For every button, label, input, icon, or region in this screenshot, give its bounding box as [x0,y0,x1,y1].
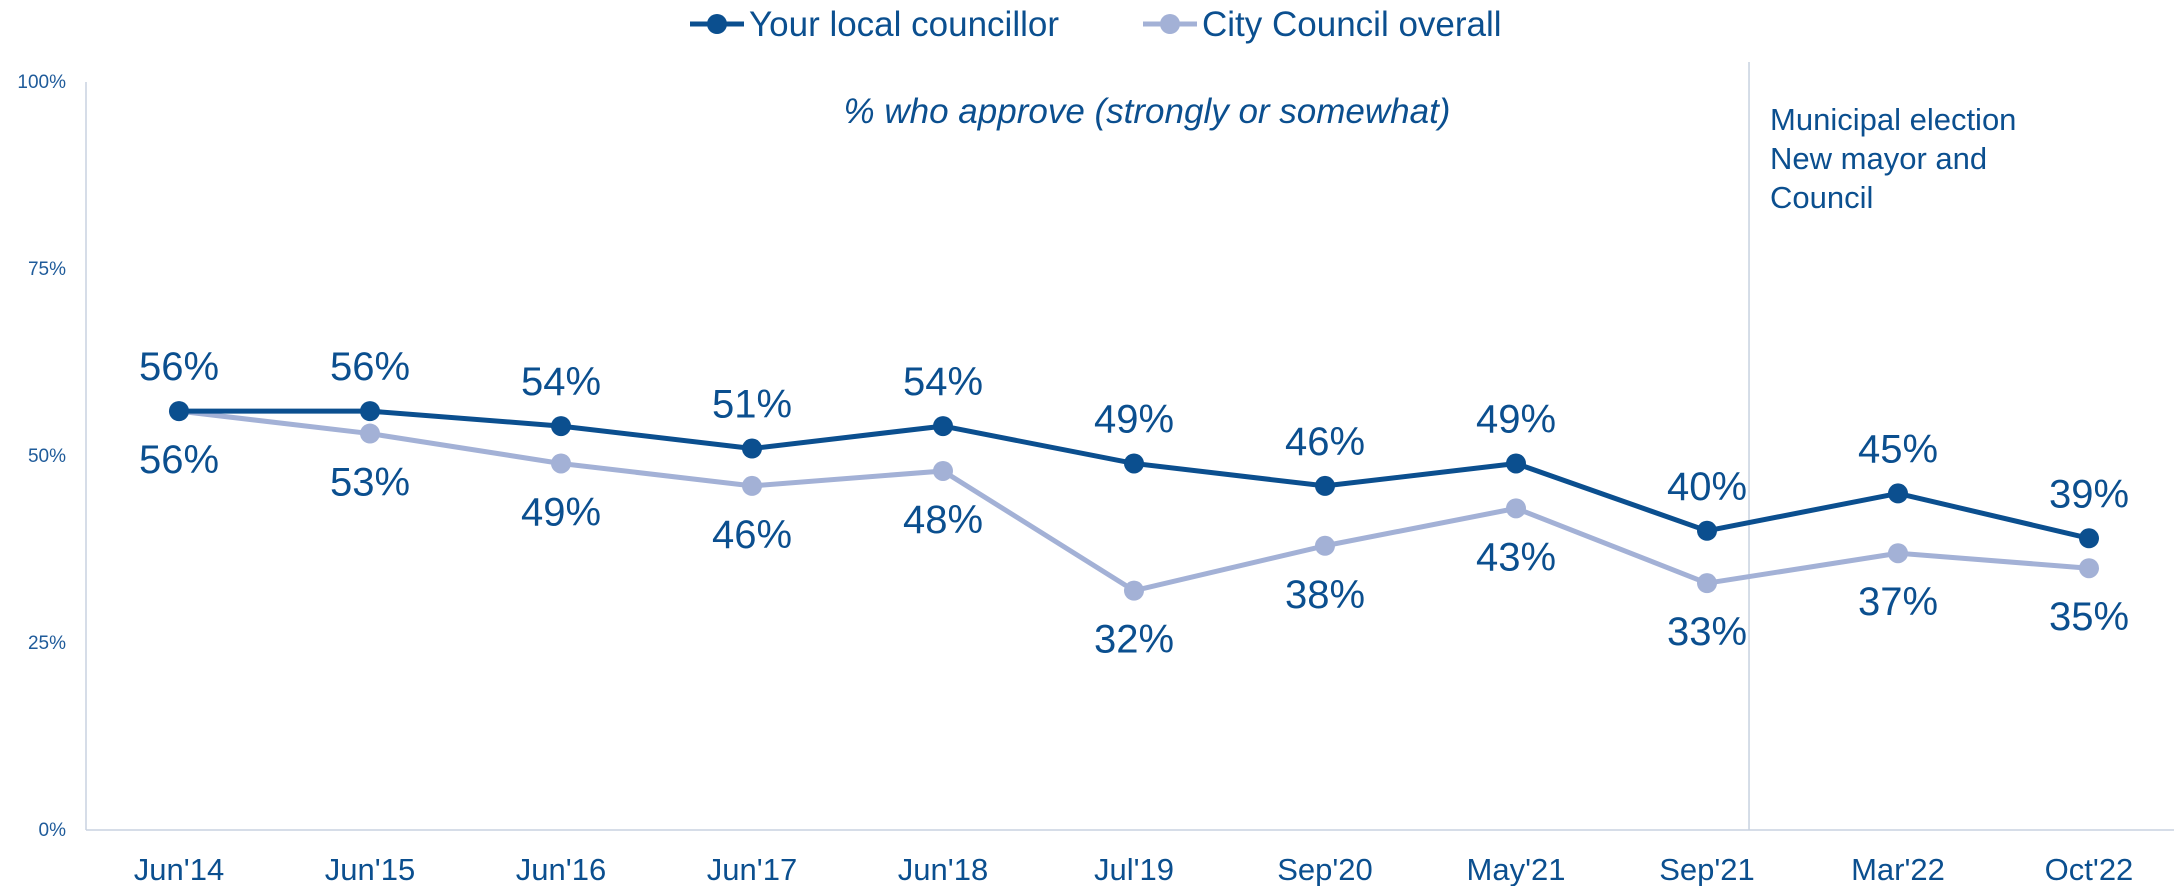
data-point [933,416,953,437]
y-tick-label: 100% [17,72,66,93]
legend-marker [707,14,727,34]
legend-item: City Council overall [1143,5,1502,44]
data-label: 56% [139,345,219,389]
data-point [1697,573,1717,594]
election-annotation: Municipal election New mayor and Council [1748,62,2016,830]
data-label: 56% [330,345,410,389]
data-point [1506,453,1526,474]
annotation-text: Municipal election [1770,102,2016,137]
data-label: 46% [712,513,792,557]
data-label: 48% [903,498,983,542]
data-label: 51% [712,383,792,427]
data-label: 43% [1476,535,1556,579]
x-tick-label: Sep'21 [1659,852,1755,886]
data-point [2079,528,2099,549]
data-label: 32% [1094,618,1174,662]
data-point [1124,453,1144,474]
legend-marker [1160,14,1180,34]
x-tick-label: May'21 [1467,852,1566,886]
axes: 0% 25% 50% 75% 100% Jun'14 Jun'15 Jun'16 Jun'17 J… [17,72,2174,886]
data-point [742,475,762,496]
data-label: 35% [2049,595,2129,639]
x-tick-label: Oct'22 [2045,852,2134,886]
data-label: 49% [1094,397,1174,441]
x-tick-label: Jun'15 [325,852,415,886]
data-point [1697,520,1717,541]
data-label: 37% [1858,580,1938,624]
data-point [360,423,380,444]
x-tick-label: Jul'19 [1094,852,1174,886]
data-label: 45% [1858,427,1938,471]
data-label: 49% [521,490,601,534]
data-point [1888,543,1908,564]
data-label: 33% [1667,610,1747,654]
data-point [169,401,189,422]
annotation-text: New mayor and [1770,141,1987,176]
y-tick-label: 25% [28,633,66,654]
y-tick-label: 0% [39,820,67,841]
data-point [1124,580,1144,601]
x-tick-label: Jun'17 [707,852,797,886]
data-labels: 56% 56% 54% 51% 54% 49% 46% 49% 40% 45% 39% 56% 53% 4… [139,345,2129,662]
data-label: 53% [330,461,410,505]
data-label: 39% [2049,472,2129,516]
data-point [360,401,380,422]
data-label: 54% [903,360,983,404]
legend: Your local councillor City Council overal… [690,5,1502,44]
data-point [1888,483,1908,504]
data-point [933,460,953,481]
legend-label: City Council overall [1202,5,1502,44]
data-label: 40% [1667,465,1747,509]
data-point [2079,558,2099,579]
data-point [1315,535,1335,556]
data-label: 46% [1285,420,1365,464]
series-layer [169,401,2099,601]
x-tick-label: Jun'14 [134,852,224,886]
data-label: 56% [139,438,219,482]
data-point [1315,475,1335,496]
x-tick-label: Mar'22 [1851,852,1945,886]
x-tick-label: Jun'16 [516,852,606,886]
chart-subtitle: % who approve (strongly or somewhat) [844,92,1451,131]
data-point [1506,498,1526,519]
data-label: 54% [521,360,601,404]
data-label: 38% [1285,573,1365,617]
legend-label: Your local councillor [749,5,1059,44]
data-point [551,453,571,474]
data-point [742,438,762,459]
y-tick-label: 50% [28,446,66,467]
y-tick-label: 75% [28,259,66,280]
annotation-text: Council [1770,180,1873,215]
x-tick-label: Sep'20 [1277,852,1373,886]
legend-item: Your local councillor [690,5,1059,44]
x-tick-label: Jun'18 [898,852,988,886]
data-point [551,416,571,437]
data-label: 49% [1476,397,1556,441]
